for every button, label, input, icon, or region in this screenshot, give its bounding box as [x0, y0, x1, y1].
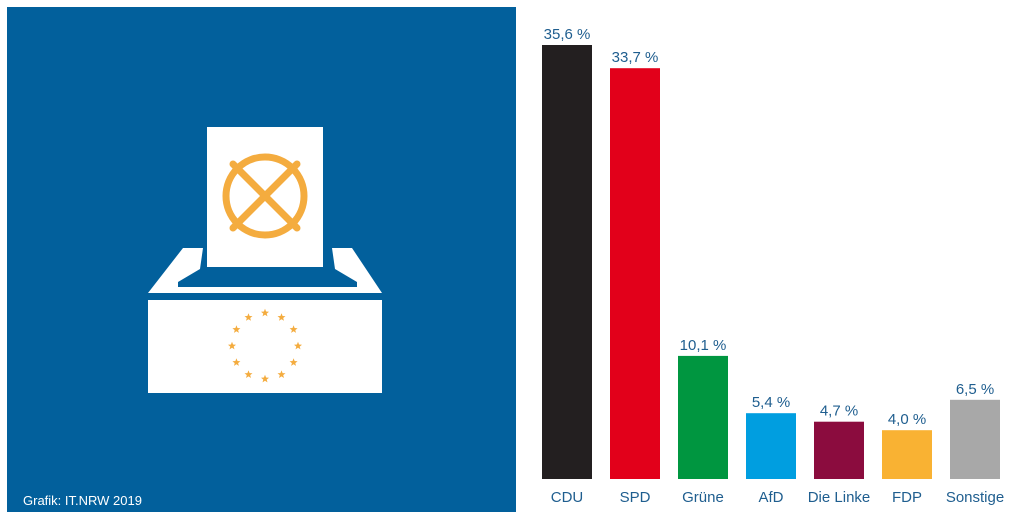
eu-star: [261, 374, 269, 383]
value-label: 5,4 %: [752, 394, 790, 411]
category-label: FDP: [892, 489, 922, 506]
bar-cdu: [542, 45, 592, 479]
bar-afd: [746, 413, 796, 479]
value-label: 35,6 %: [544, 26, 591, 43]
bar-sonstige: [950, 399, 1000, 479]
eu-star: [228, 341, 236, 350]
vote-cross-icon: [222, 153, 308, 239]
value-label: 6,5 %: [956, 381, 994, 398]
eu-star: [232, 325, 241, 333]
eu-star: [294, 341, 302, 350]
value-label: 4,0 %: [888, 411, 926, 428]
value-label: 33,7 %: [612, 49, 659, 66]
ballot-illustration-panel: Grafik: IT.NRW 2019: [7, 7, 516, 512]
category-label: Grüne: [682, 489, 724, 506]
eu-star: [277, 313, 286, 321]
eu-star: [261, 308, 269, 317]
value-label: 10,1 %: [680, 337, 727, 354]
value-labels-group: 35,6 % 33,7 % 10,1 % 5,4 % 4,7 % 4,0 % 6,5 %: [544, 26, 995, 428]
ballot-box-icon: [148, 127, 382, 393]
bar-spd: [610, 68, 660, 479]
category-labels-group: CDU SPD Grüne AfD Die Linke FDP Sonstige: [551, 489, 1004, 506]
eu-star: [289, 358, 298, 366]
bar-grüne: [678, 355, 728, 479]
category-label: SPD: [620, 489, 651, 506]
category-label: AfD: [758, 489, 783, 506]
category-label: Sonstige: [946, 489, 1004, 506]
bar-fdp: [882, 430, 932, 479]
eu-star: [289, 325, 298, 333]
eu-stars-icon: [228, 308, 302, 383]
bar-die-linke: [814, 421, 864, 479]
eu-star: [244, 370, 253, 378]
category-label: Die Linke: [808, 489, 871, 506]
category-label: CDU: [551, 489, 584, 506]
bars-group: [542, 45, 1000, 479]
graphic-credit: Grafik: IT.NRW 2019: [23, 493, 142, 508]
eu-star: [244, 313, 253, 321]
eu-star: [232, 358, 241, 366]
eu-star: [277, 370, 286, 378]
ballot-box-rim: [148, 248, 382, 293]
value-label: 4,7 %: [820, 403, 858, 420]
